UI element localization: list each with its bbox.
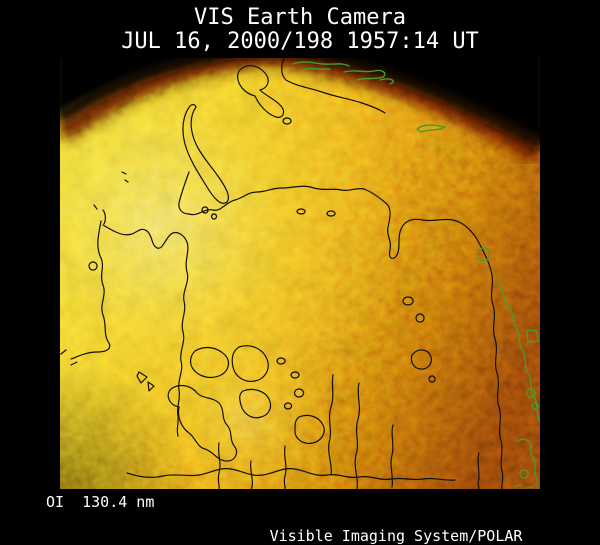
image-title: VIS Earth Camera	[194, 5, 406, 30]
noise-coarse	[60, 58, 540, 489]
earth-disk	[60, 58, 540, 489]
coastlines-day	[60, 58, 504, 489]
instrument-label: Visible Imaging System/POLAR	[269, 527, 523, 545]
coastlines-night	[292, 61, 540, 489]
image-timestamp: JUL 16, 2000/198 1957:14 UT	[121, 29, 479, 54]
credits-block: Visible Imaging System/POLAR The Univers…	[246, 495, 546, 545]
wavelength-label: OI 130.4 nm	[46, 493, 155, 511]
